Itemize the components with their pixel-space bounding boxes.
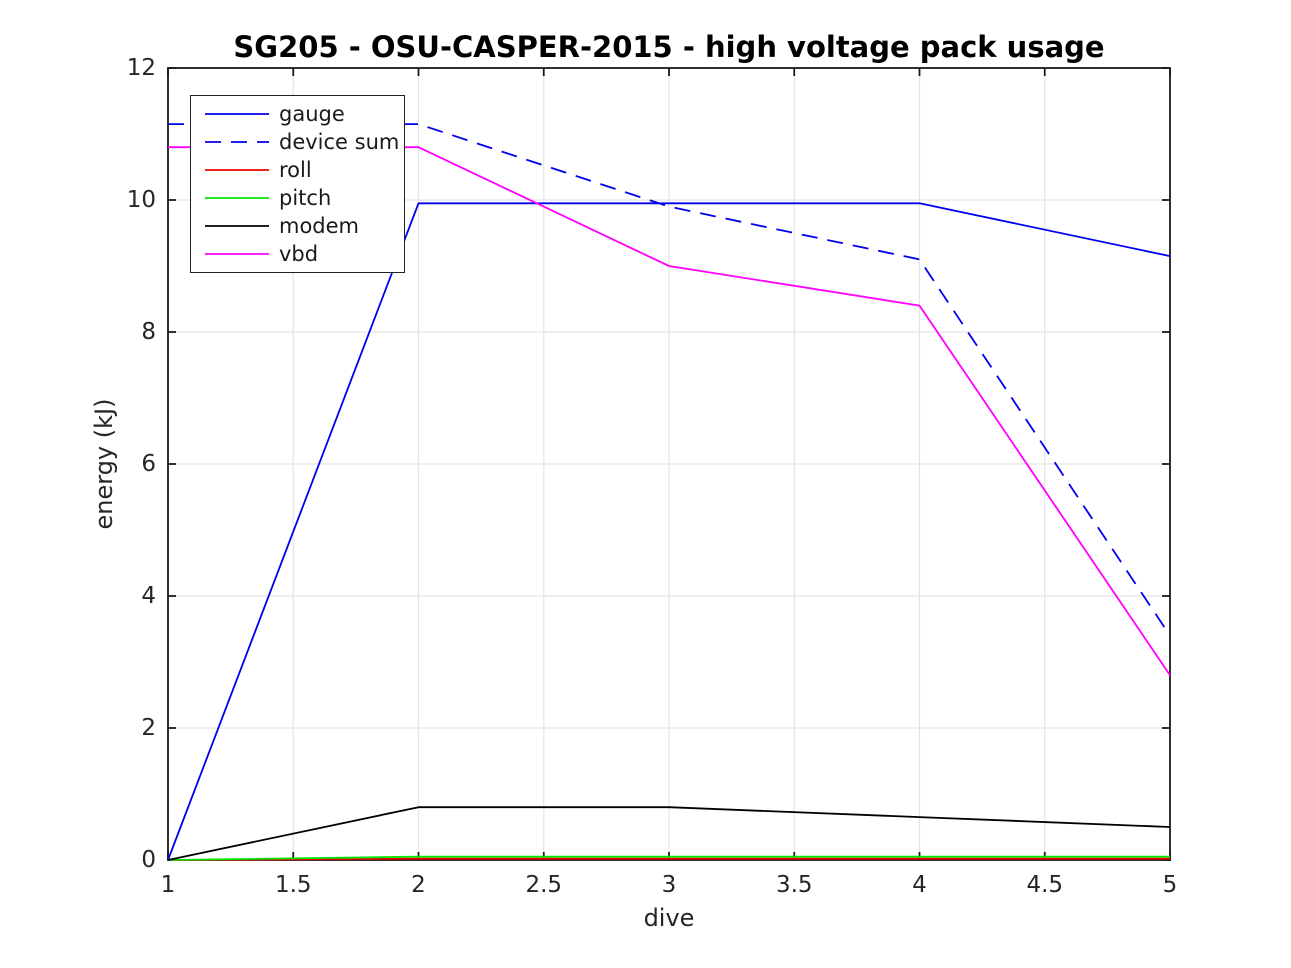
- x-tick-label: 3.5: [775, 872, 813, 898]
- x-tick-label: 1: [160, 872, 176, 898]
- series-line-gauge: [167, 202, 1171, 861]
- x-tick-label: 4: [912, 872, 927, 898]
- legend-item-pitch: pitch: [205, 185, 404, 212]
- legend-item-vbd: vbd: [205, 241, 404, 268]
- legend-line-sample: [205, 169, 269, 171]
- legend-label: device sum: [279, 130, 400, 154]
- legend-line-sample: [205, 197, 269, 199]
- y-tick-label: 2: [141, 715, 156, 741]
- chart-title: SG205 - OSU-CASPER-2015 - high voltage p…: [233, 30, 1105, 64]
- series-line-pitch: [167, 855, 1170, 861]
- legend-item-device-sum: device sum: [205, 129, 404, 156]
- legend-label: pitch: [279, 186, 332, 210]
- legend-line-sample: [205, 113, 269, 115]
- legend-label: vbd: [279, 242, 319, 266]
- x-tick-label: 5: [1162, 872, 1178, 898]
- y-tick-label: 6: [141, 451, 156, 477]
- legend-item-gauge: gauge: [205, 101, 404, 128]
- legend-line-sample: [205, 141, 269, 143]
- y-tick-label: 0: [141, 847, 156, 873]
- legend-item-roll: roll: [205, 157, 404, 184]
- x-axis-label: dive: [643, 904, 695, 932]
- x-tick-label: 2.5: [525, 872, 563, 898]
- legend-label: modem: [279, 214, 360, 238]
- x-tick-label: 1.5: [274, 872, 312, 898]
- y-tick-label: 12: [126, 55, 156, 81]
- y-tick-label: 8: [141, 319, 156, 345]
- legend-item-modem: modem: [205, 213, 404, 240]
- series-line-roll: [167, 857, 1170, 861]
- legend-label: gauge: [279, 102, 345, 126]
- y-tick-label: 4: [141, 583, 156, 609]
- x-tick-label: 2: [411, 872, 426, 898]
- legend-box: gauge device sum roll pitch modem vbd: [190, 95, 405, 273]
- x-tick-label: 3: [661, 872, 677, 898]
- x-tick-label: 4.5: [1026, 872, 1064, 898]
- legend-label: roll: [279, 158, 312, 182]
- y-tick-label: 10: [126, 187, 156, 213]
- series-line-modem: [167, 806, 1171, 861]
- legend-line-sample: [205, 225, 269, 227]
- legend-line-sample: [205, 253, 269, 255]
